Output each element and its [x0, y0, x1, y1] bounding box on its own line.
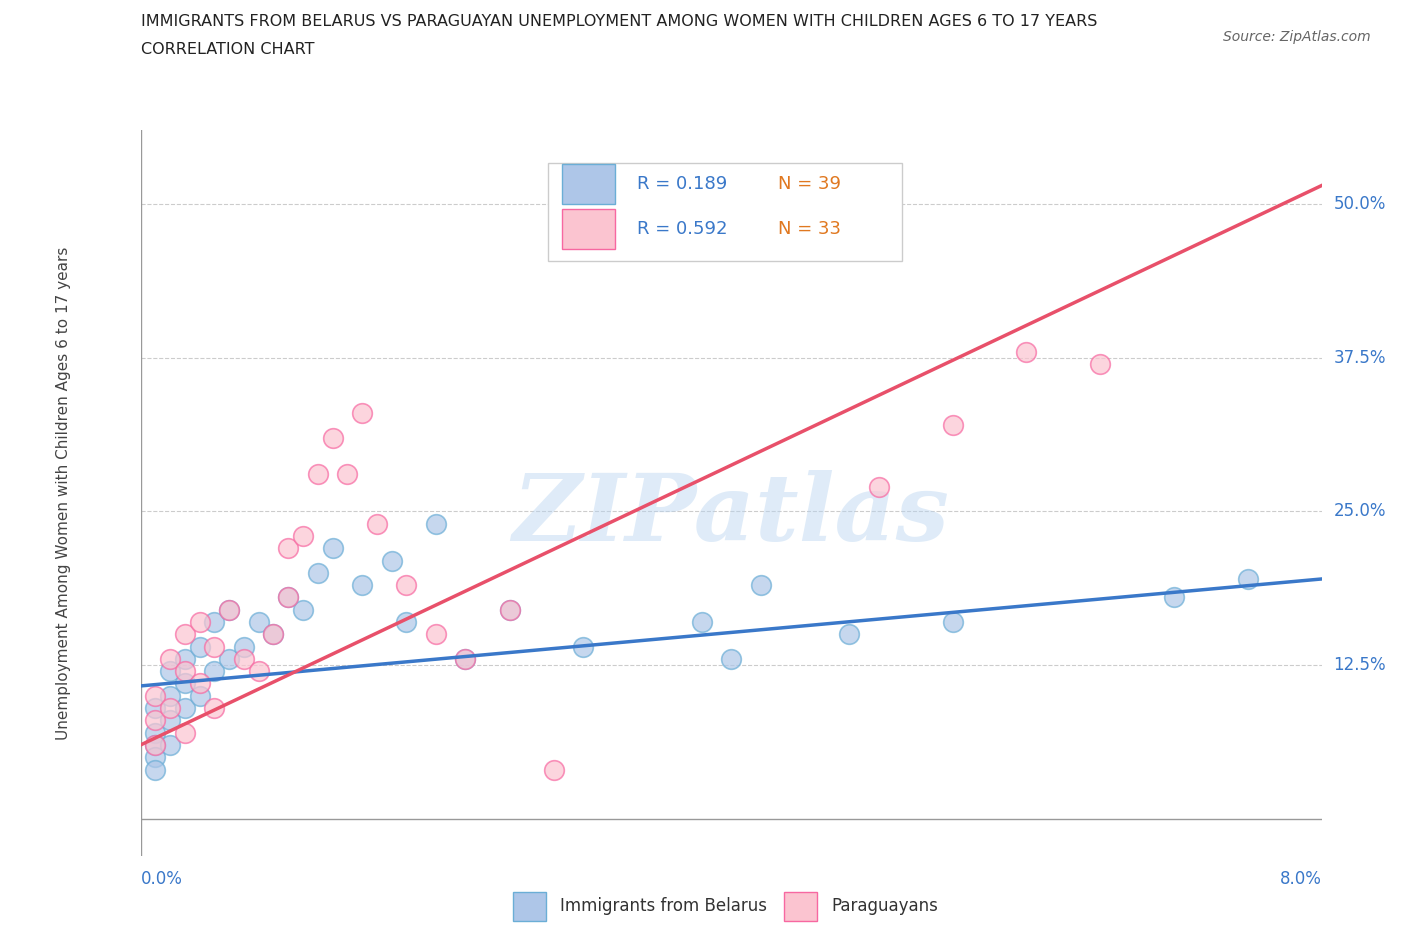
Point	[942, 418, 965, 432]
Point	[1163, 590, 1185, 604]
Point	[352, 578, 374, 592]
Point	[395, 615, 418, 630]
Point	[307, 467, 329, 482]
Text: Immigrants from Belarus: Immigrants from Belarus	[560, 897, 766, 915]
Bar	[562, 164, 616, 204]
Point	[366, 516, 388, 531]
Point	[942, 615, 965, 630]
Point	[292, 603, 315, 618]
Point	[1237, 572, 1260, 587]
Point	[454, 651, 477, 666]
Point	[145, 737, 166, 752]
Point	[159, 700, 181, 715]
Point	[145, 688, 166, 703]
Text: IMMIGRANTS FROM BELARUS VS PARAGUAYAN UNEMPLOYMENT AMONG WOMEN WITH CHILDREN AGE: IMMIGRANTS FROM BELARUS VS PARAGUAYAN UN…	[141, 14, 1097, 29]
Point	[277, 540, 299, 555]
Point	[425, 627, 447, 642]
Point	[247, 615, 270, 630]
Point	[321, 540, 344, 555]
Point	[218, 603, 240, 618]
Point	[188, 615, 211, 630]
Bar	[785, 892, 817, 921]
Point	[202, 639, 225, 654]
Point	[307, 565, 329, 580]
Text: 0.0%: 0.0%	[141, 870, 183, 888]
Text: Source: ZipAtlas.com: Source: ZipAtlas.com	[1223, 30, 1371, 44]
Point	[352, 405, 374, 420]
Point	[145, 713, 166, 728]
Point	[145, 737, 166, 752]
Point	[145, 725, 166, 740]
Text: Paraguayans: Paraguayans	[831, 897, 938, 915]
Point	[499, 603, 522, 618]
Point	[174, 651, 197, 666]
Point	[174, 725, 197, 740]
Point	[188, 676, 211, 691]
Text: CORRELATION CHART: CORRELATION CHART	[141, 42, 314, 57]
Point	[395, 578, 418, 592]
Point	[262, 627, 284, 642]
Bar	[513, 892, 546, 921]
Point	[277, 590, 299, 604]
Point	[202, 615, 225, 630]
Text: N = 39: N = 39	[779, 175, 841, 193]
Point	[145, 700, 166, 715]
Text: 8.0%: 8.0%	[1279, 870, 1322, 888]
Point	[159, 664, 181, 679]
Text: R = 0.189: R = 0.189	[637, 175, 744, 193]
Point	[425, 516, 447, 531]
Point	[247, 664, 270, 679]
Text: R = 0.592: R = 0.592	[637, 220, 744, 238]
Point	[174, 627, 197, 642]
Point	[336, 467, 359, 482]
Point	[174, 664, 197, 679]
Text: 25.0%: 25.0%	[1333, 502, 1386, 521]
Point	[174, 700, 197, 715]
Point	[690, 615, 713, 630]
Point	[262, 627, 284, 642]
Text: Unemployment Among Women with Children Ages 6 to 17 years: Unemployment Among Women with Children A…	[56, 246, 72, 739]
Point	[380, 553, 404, 568]
Point	[1088, 356, 1111, 371]
Point	[749, 578, 772, 592]
Point	[218, 651, 240, 666]
FancyBboxPatch shape	[548, 163, 903, 260]
Point	[145, 750, 166, 764]
Point	[1015, 344, 1038, 359]
Point	[233, 651, 256, 666]
Point	[499, 603, 522, 618]
Point	[321, 431, 344, 445]
Point	[454, 651, 477, 666]
Point	[233, 639, 256, 654]
Point	[720, 651, 742, 666]
Point	[868, 479, 890, 494]
Bar	[562, 209, 616, 249]
Text: ZIPatlas: ZIPatlas	[513, 470, 949, 560]
Point	[277, 590, 299, 604]
Point	[159, 737, 181, 752]
Point	[838, 627, 860, 642]
Point	[188, 688, 211, 703]
Point	[159, 688, 181, 703]
Text: 37.5%: 37.5%	[1333, 349, 1386, 366]
Point	[218, 603, 240, 618]
Point	[188, 639, 211, 654]
Point	[202, 700, 225, 715]
Text: N = 33: N = 33	[779, 220, 841, 238]
Point	[174, 676, 197, 691]
Point	[292, 528, 315, 543]
Text: 50.0%: 50.0%	[1333, 195, 1386, 213]
Point	[159, 651, 181, 666]
Text: 12.5%: 12.5%	[1333, 656, 1386, 674]
Point	[572, 639, 595, 654]
Point	[145, 762, 166, 777]
Point	[159, 713, 181, 728]
Point	[202, 664, 225, 679]
Point	[543, 762, 565, 777]
